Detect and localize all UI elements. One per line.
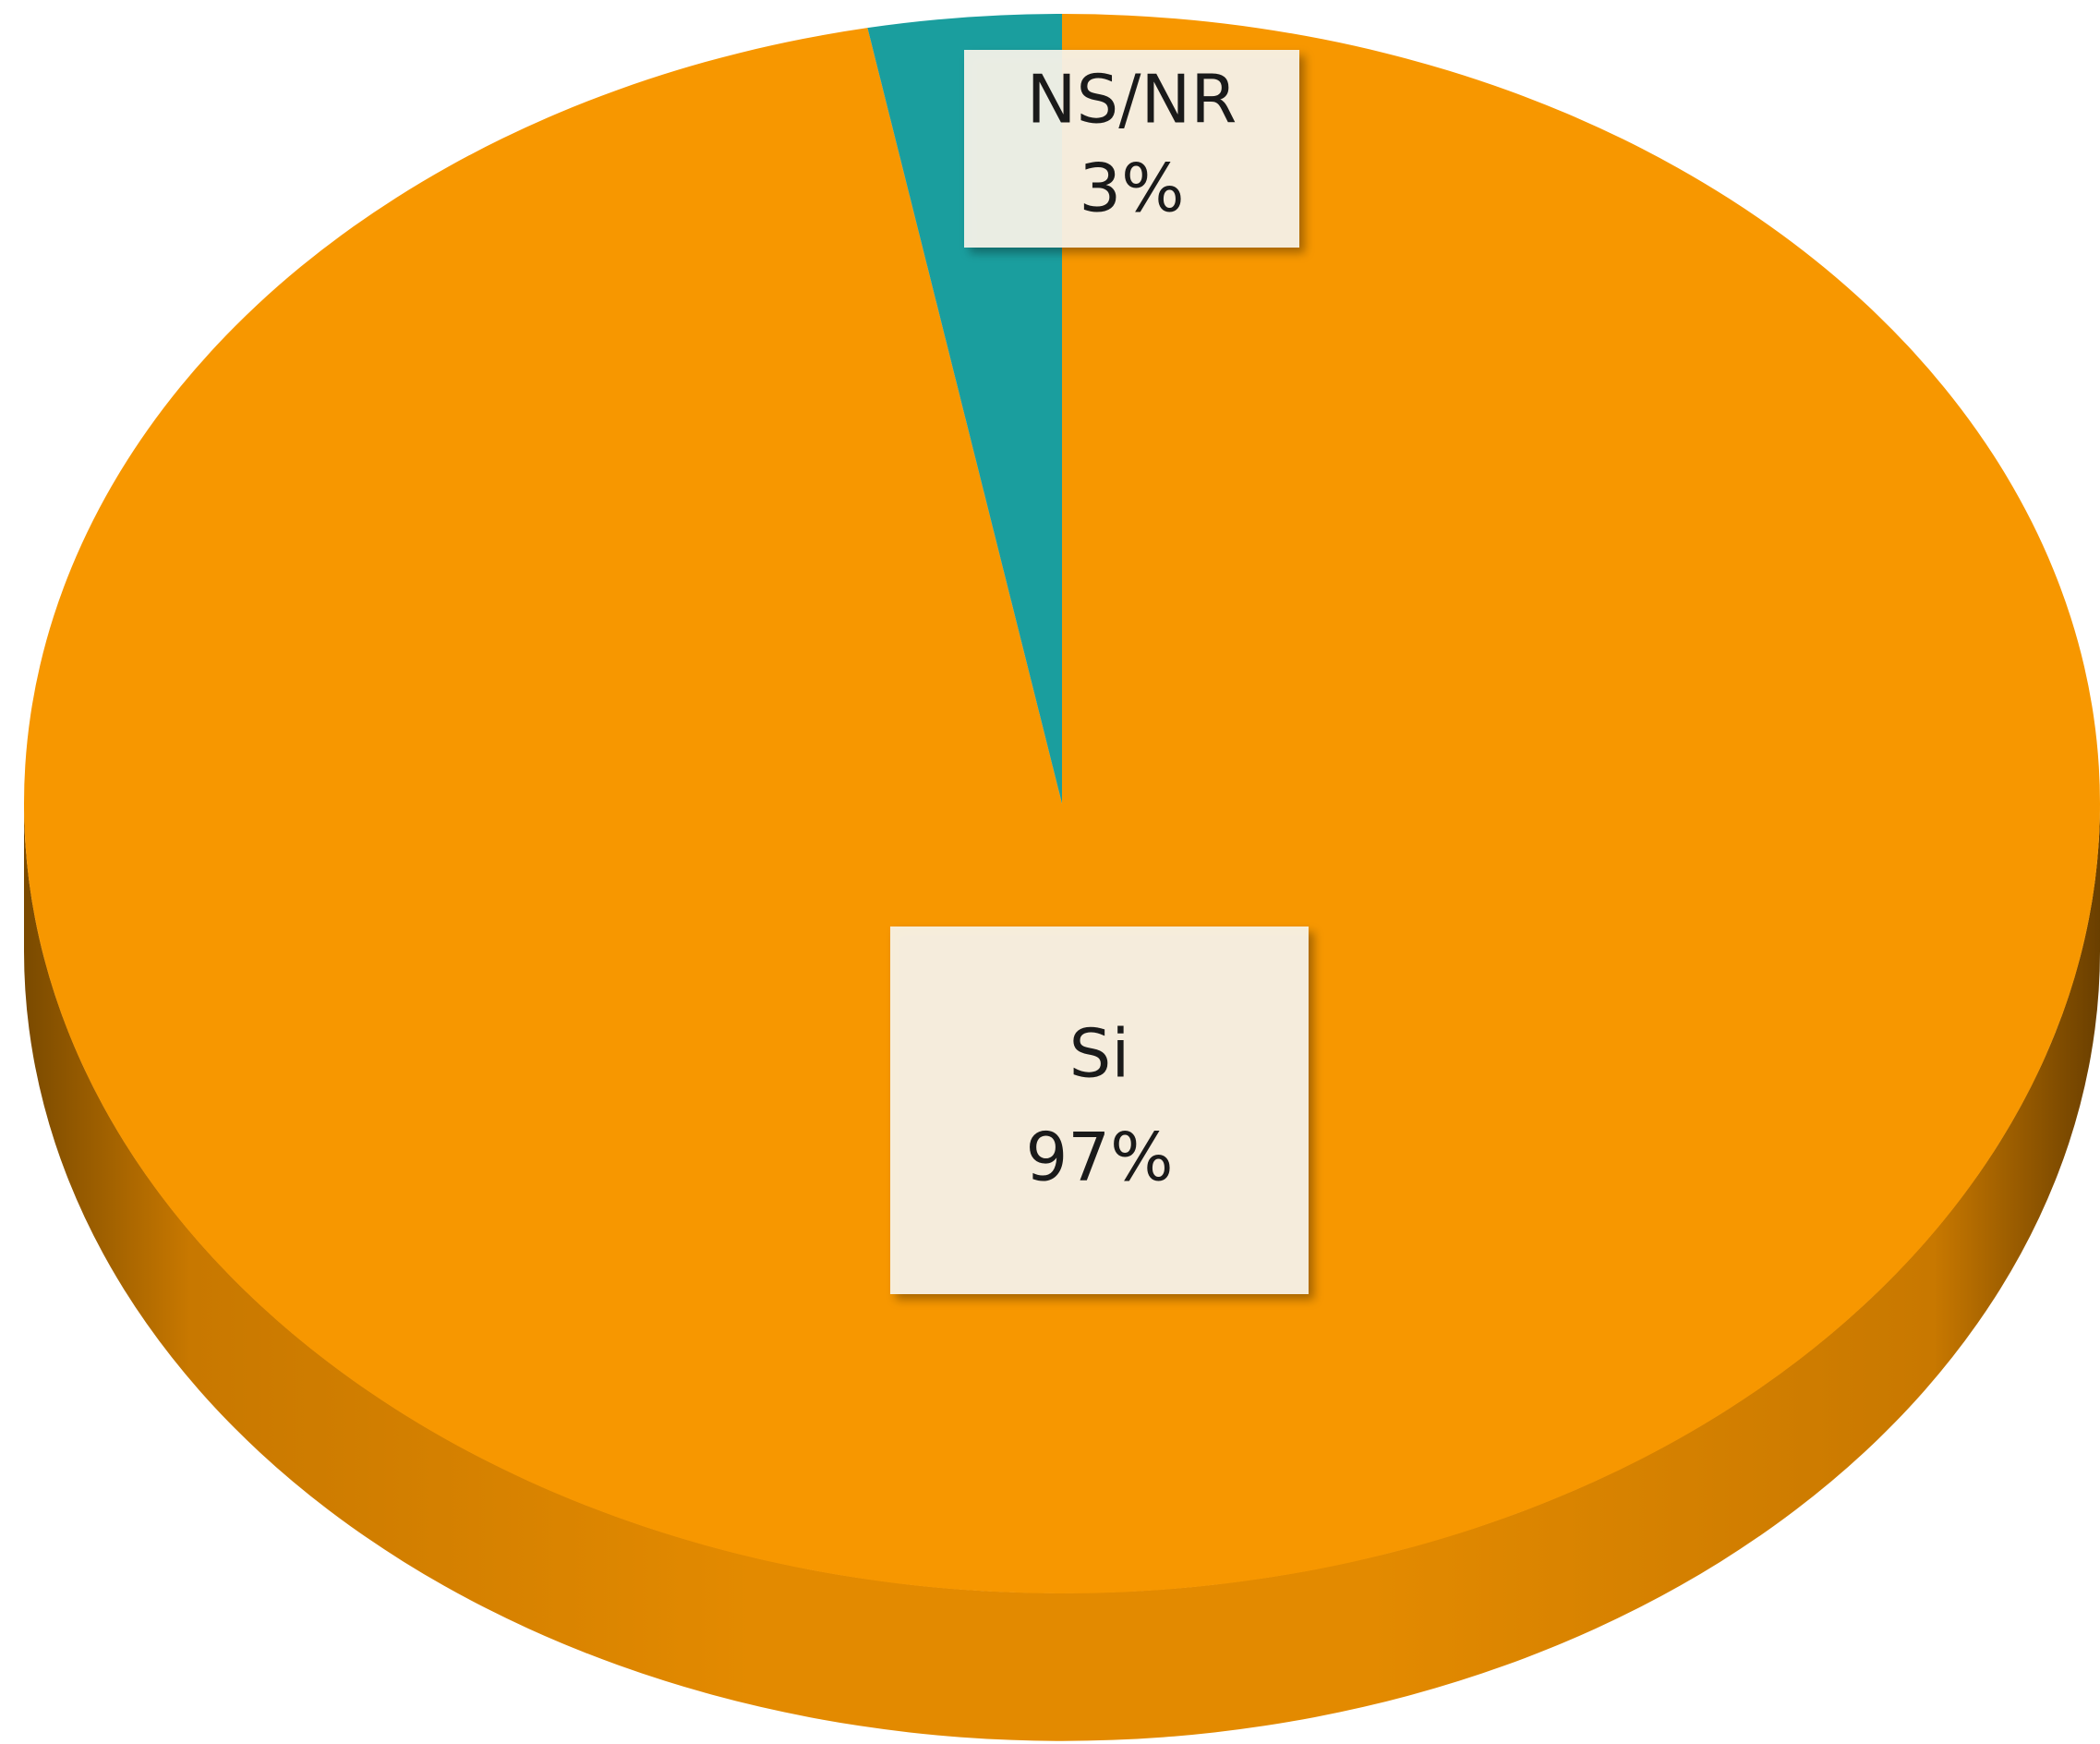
- label-box: [890, 926, 1309, 1294]
- slice-side: [24, 804, 2100, 1741]
- label-category: Si: [1069, 1015, 1130, 1093]
- label-category: NS/NR: [1027, 61, 1237, 139]
- label-box: [964, 50, 1299, 248]
- data-label: NS/NR 3%: [964, 50, 1299, 248]
- label-value: 3%: [1079, 150, 1184, 227]
- label-value: 97%: [1025, 1119, 1173, 1196]
- pie-slice: [23, 14, 2100, 1593]
- data-label: Si 97%: [890, 926, 1309, 1294]
